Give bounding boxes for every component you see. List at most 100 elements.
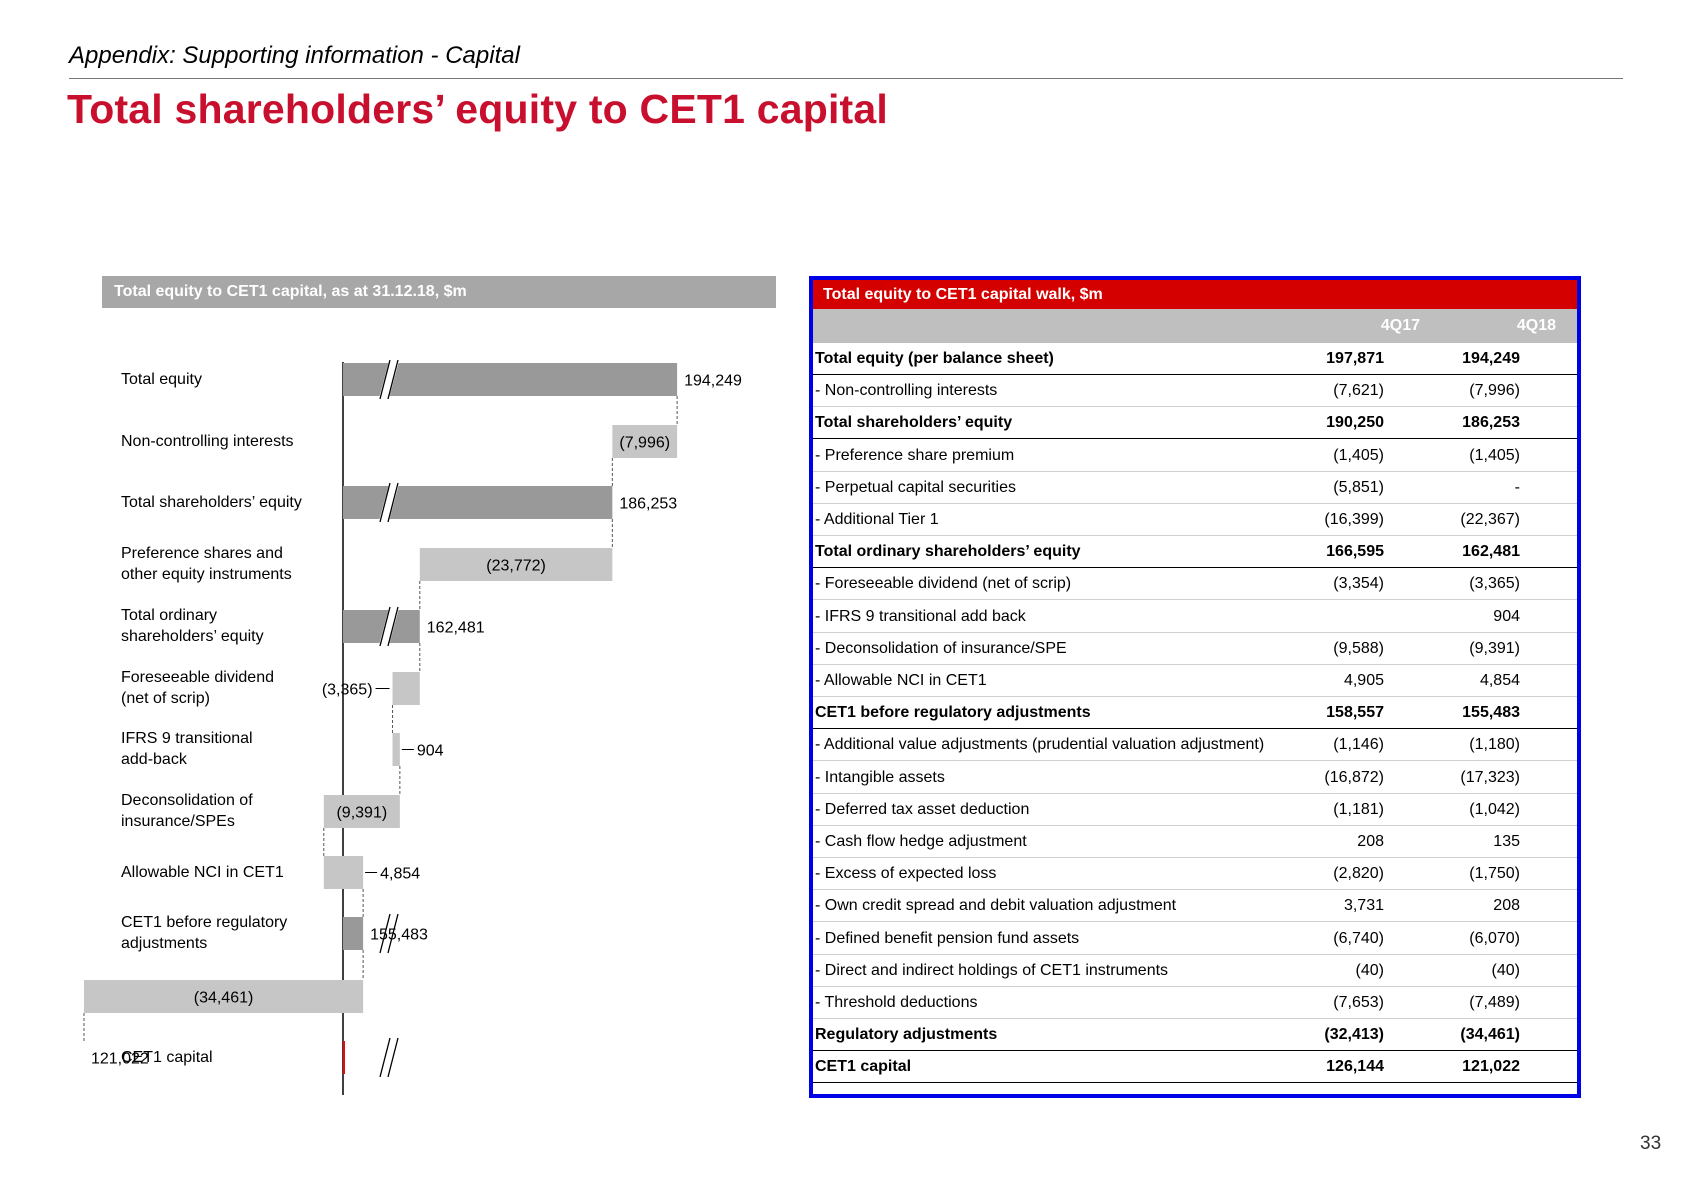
slide-title: Total shareholders’ equity to CET1 capit… <box>67 86 888 132</box>
row-divider <box>813 1018 1577 1019</box>
table-value-4q18: 208 <box>1493 897 1520 915</box>
waterfall-row-label: Foreseeable dividend (net of scrip) <box>121 667 341 709</box>
table-row-label: - Own credit spread and debit valuation … <box>815 897 1177 915</box>
table-value-4q17: 190,250 <box>1326 414 1384 432</box>
table-value-4q18: (7,489) <box>1469 994 1520 1011</box>
table-value-4q18: 186,253 <box>1462 414 1520 432</box>
right-panel-header: Total equity to CET1 capital walk, $m <box>813 280 1577 309</box>
waterfall-row-label-line: Deconsolidation of <box>121 792 253 809</box>
axis-break-gap <box>379 484 399 521</box>
table-value-4q18: (6,070) <box>1469 929 1520 947</box>
table-row: Total shareholders’ equity 190,250 186,253 <box>813 407 1577 440</box>
waterfall-bar <box>323 795 400 828</box>
waterfall-value-label: 155,483 <box>370 927 428 944</box>
table-value-4q18: (34,461) <box>1460 1026 1520 1044</box>
waterfall-chart: 194,249 (7,996) 186,253 (23,772) 162,481 (3,3… <box>83 359 742 1095</box>
waterfall-row-label-line: IFRS 9 transitional <box>121 730 253 747</box>
waterfall-value-label: (34,461) <box>194 990 254 1007</box>
table-value-4q17: (6,740) <box>1333 929 1384 947</box>
table-value-4q18: 121,022 <box>1462 1058 1520 1076</box>
table-value-4q17: (3,354) <box>1333 575 1384 593</box>
table-row-label: - Allowable NCI in CET1 <box>815 672 987 689</box>
table-row: - Preference share premium (1,405) (1,405) <box>813 440 1577 472</box>
table-value-4q18: (1,042) <box>1469 800 1520 818</box>
table-value-4q18: 162,481 <box>1462 543 1520 561</box>
table-value-4q17: 158,557 <box>1326 704 1384 722</box>
row-divider <box>813 792 1577 794</box>
axis-break-gap <box>379 608 399 645</box>
row-divider <box>813 599 1577 601</box>
table-row-label: Regulatory adjustments <box>815 1026 998 1044</box>
waterfall-row-label-line: CET1 capital <box>121 1048 213 1066</box>
waterfall-row-label: Total ordinary shareholders’ equity <box>121 605 341 647</box>
table-value-4q17: 166,595 <box>1326 543 1384 561</box>
table-row-label: - Additional Tier 1 <box>815 511 939 528</box>
table-value-4q18: (9,391) <box>1469 639 1520 657</box>
table-row: - Threshold deductions (7,653) (7,489) <box>813 987 1577 1019</box>
table-row: Total ordinary shareholders’ equity 166,5… <box>813 536 1577 569</box>
axis-break-gap <box>379 361 399 398</box>
table-row: - Direct and indirect holdings of CET1 i… <box>813 955 1577 987</box>
table-row: - Non-controlling interests (7,621) (7,996… <box>813 375 1577 408</box>
axis-break-mark <box>387 606 399 647</box>
waterfall-value-label: 194,249 <box>684 373 742 390</box>
table-row-label: - Intangible assets <box>815 768 945 786</box>
table-value-4q18: (7,996) <box>1469 382 1520 400</box>
table-row-label: - Preference share premium <box>815 446 1015 464</box>
waterfall-row-label-line: insurance/SPEs <box>121 813 235 830</box>
axis-break-mark <box>387 1037 399 1078</box>
table-value-4q18: (1,405) <box>1469 446 1520 464</box>
waterfall-bar <box>343 363 678 396</box>
table-value-4q18: - <box>1514 478 1520 496</box>
waterfall-row-label-line: add-back <box>121 751 187 768</box>
table-row: CET1 capital 126,144 121,022 <box>813 1051 1577 1084</box>
table-row: - Additional value adjustments (prudenti… <box>813 729 1577 762</box>
axis-break-gap <box>379 915 400 952</box>
waterfall-row-label-line: Total shareholders’ equity <box>121 493 302 511</box>
table-row-label: - IFRS 9 transitional add back <box>815 607 1026 625</box>
waterfall-row-label: IFRS 9 transitional add-back <box>121 728 341 770</box>
row-divider <box>813 985 1577 987</box>
table-row: - Foreseeable dividend (net of scrip) (3,… <box>813 568 1577 601</box>
waterfall-value-label: 904 <box>417 743 444 760</box>
table-value-4q17: (1,181) <box>1333 800 1384 818</box>
waterfall-row-label-line: (net of scrip) <box>121 690 210 707</box>
waterfall-value-label: 186,253 <box>619 496 677 513</box>
row-divider <box>813 857 1577 858</box>
table-row-label: - Cash flow hedge adjustment <box>815 833 1027 850</box>
table-value-4q17: 126,144 <box>1326 1058 1384 1076</box>
table-row-label: - Deferred tax asset deduction <box>815 800 1030 818</box>
table-value-4q17: (1,146) <box>1333 736 1384 754</box>
waterfall-value-label: (9,391) <box>336 805 387 822</box>
axis-break-mark <box>379 1037 391 1078</box>
table-row-label: - Additional value adjustments (prudenti… <box>815 736 1265 754</box>
table-row-label: - Excess of expected loss <box>815 865 997 883</box>
table-value-4q17: (16,399) <box>1324 511 1384 528</box>
table-value-4q18: (1,180) <box>1469 736 1520 754</box>
waterfall-value-label: 121,022 <box>91 1051 149 1068</box>
table-value-4q18: (3,365) <box>1469 575 1520 593</box>
row-divider <box>813 438 1577 440</box>
waterfall-value-label: 4,854 <box>380 866 420 883</box>
table-row: Total equity (per balance sheet) 197,871 1… <box>813 343 1577 375</box>
row-divider <box>813 663 1577 665</box>
table-row: Regulatory adjustments (32,413) (34,461) <box>813 1019 1577 1052</box>
table-row: - Intangible assets (16,872) (17,323) <box>813 762 1577 794</box>
table-row-label: - Perpetual capital securities <box>815 478 1016 496</box>
waterfall-bar <box>419 548 613 581</box>
table-value-4q17: 4,905 <box>1343 672 1384 689</box>
axis-break-mark <box>379 482 391 523</box>
waterfall-row-label-line: Preference shares and <box>121 545 283 562</box>
waterfall-bar <box>323 856 364 889</box>
header-divider <box>69 78 1623 79</box>
axis-break-mark <box>379 359 391 400</box>
axis-break-mark <box>387 359 399 400</box>
waterfall-row-label-line: other equity instruments <box>121 566 292 583</box>
table-value-4q18: 4,854 <box>1479 672 1520 689</box>
table-value-4q17: (7,621) <box>1333 382 1384 400</box>
row-divider <box>813 535 1577 536</box>
waterfall-row-label: Deconsolidation of insurance/SPEs <box>121 790 341 832</box>
axis-break-mark <box>387 913 399 954</box>
waterfall-row-label-line: shareholders’ equity <box>121 628 264 645</box>
table-value-4q17: (16,872) <box>1324 768 1384 786</box>
